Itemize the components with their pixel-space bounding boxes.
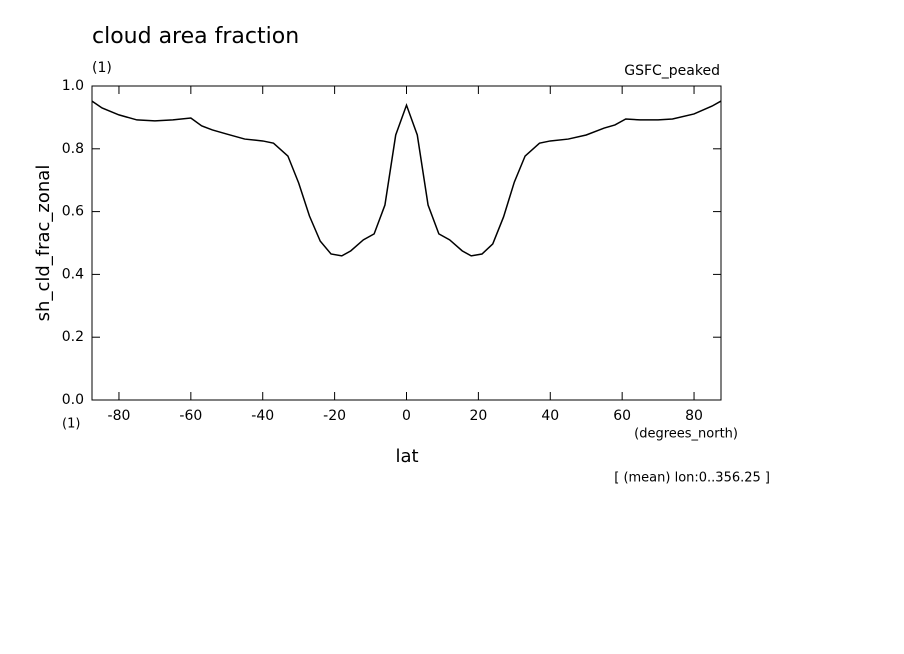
y-tick-label: 0.6	[62, 204, 84, 220]
y-tick-label: 1.0	[62, 78, 84, 94]
y-units: (1)	[92, 60, 112, 76]
x-tick-label: -40	[251, 408, 274, 424]
y-tick-label: 0.8	[62, 141, 84, 157]
x-tick-label: -60	[179, 408, 202, 424]
x-tick-label: 0	[402, 408, 411, 424]
y-tick-label: 0.4	[62, 266, 84, 282]
x-tick-label: 20	[469, 408, 487, 424]
y-axis-label: sh_cld_frac_zonal	[33, 165, 54, 322]
x-units-left: (1)	[62, 417, 80, 432]
x-axis-label: lat	[395, 446, 418, 467]
y-tick-label: 0.2	[62, 329, 84, 345]
footnote: [ (mean) lon:0..356.25 ]	[614, 471, 770, 486]
chart-title: cloud area fraction	[92, 24, 299, 49]
x-tick-label: 60	[613, 408, 631, 424]
y-tick-label: 0.0	[62, 392, 84, 408]
plot-frame	[91, 85, 722, 401]
data-line	[91, 100, 722, 257]
x-tick-label: 40	[541, 408, 559, 424]
x-tick-label: -80	[108, 408, 131, 424]
x-units: (degrees_north)	[634, 427, 738, 442]
subtitle: GSFC_peaked	[624, 63, 720, 79]
x-tick-label: -20	[323, 408, 346, 424]
x-tick-label: 80	[685, 408, 703, 424]
